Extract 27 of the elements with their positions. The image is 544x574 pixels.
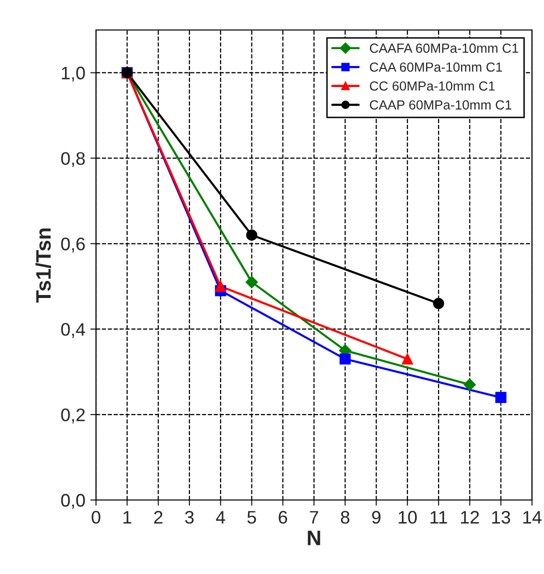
x-tick-label: 9 (372, 510, 380, 524)
x-tick-label: 4 (216, 511, 226, 524)
y-tick-label: 1,0 (62, 66, 85, 82)
x-tick-label: 7 (310, 511, 318, 524)
x-tick-label: 12 (461, 510, 479, 524)
y-tick-label: 0,4 (61, 323, 86, 338)
legend-label: CAAFA 60MPa-10mm C1 (370, 44, 518, 53)
y-axis-title: Ts1/Tsn (36, 228, 52, 303)
legend-label: CAAP 60MPa-10mm C1 (370, 100, 512, 110)
legend-label: CC 60MPa-10mm C1 (370, 81, 495, 91)
x-tick-label: 2 (154, 510, 162, 524)
y-tick-label: 0,8 (61, 152, 85, 168)
x-tick-label: 8 (340, 510, 350, 524)
x-tick-label: 13 (492, 510, 510, 524)
y-tick-label: 0,2 (61, 408, 85, 424)
x-tick-label: 1 (124, 511, 132, 524)
x-tick-label: 14 (523, 511, 542, 524)
legend-label: CAA 60MPa-10mm C1 (370, 62, 502, 72)
y-tick-label: 0,6 (61, 238, 85, 252)
x-tick-label: 11 (430, 511, 448, 524)
x-tick-label: 10 (398, 510, 417, 524)
y-tick-label: 0,0 (61, 494, 85, 509)
x-axis-title: N (308, 530, 320, 546)
x-tick-label: 0 (92, 510, 100, 524)
x-tick-label: 5 (247, 511, 256, 524)
x-tick-label: 6 (278, 510, 288, 524)
x-tick-label: 3 (185, 510, 194, 524)
